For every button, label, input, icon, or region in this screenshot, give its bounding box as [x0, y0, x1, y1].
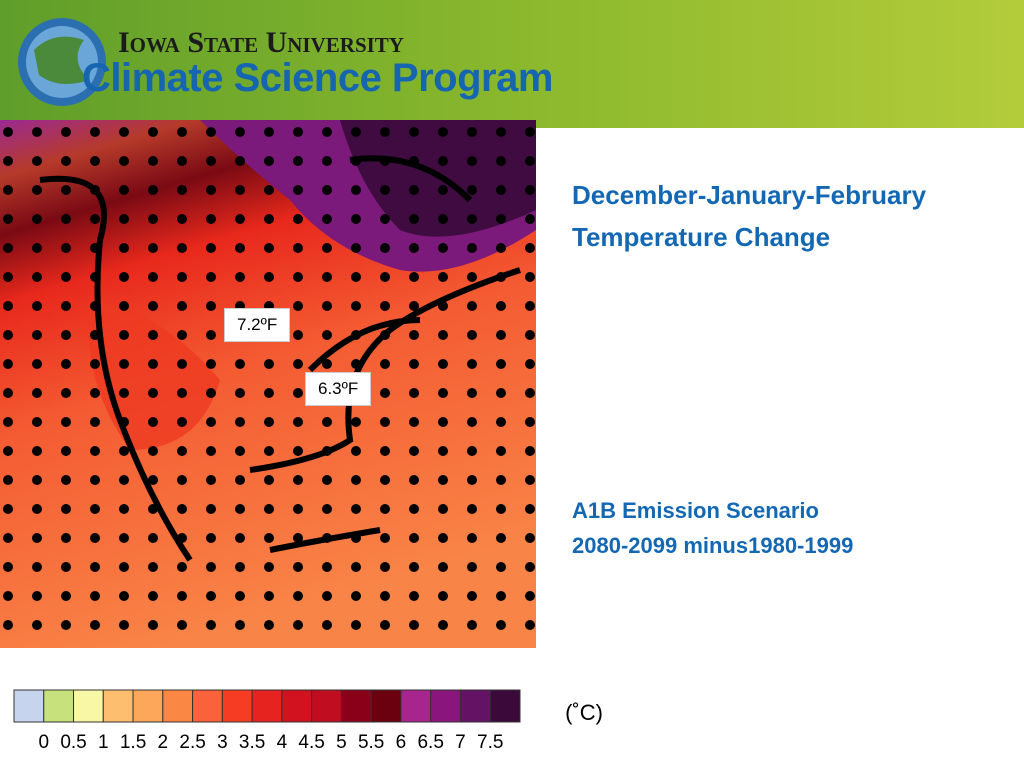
- colorbar-tick-label: 1.5: [120, 732, 146, 753]
- map-label: 7.2ºF: [224, 308, 291, 342]
- colorbar-swatch: [430, 689, 461, 723]
- colorbar-tick-label: 2.5: [179, 732, 205, 753]
- colorbar-swatch: [400, 689, 432, 723]
- colorbar-tick-label: 2: [158, 732, 169, 753]
- logo: [18, 18, 106, 106]
- colorbar-tick-label: 4: [277, 732, 288, 753]
- colorbar-tick-label: 3.5: [239, 732, 265, 753]
- scenario-line: 2080-2099 minus1980-1999: [572, 533, 854, 558]
- colorbar-swatch: [192, 689, 223, 723]
- program: Climate Science Program: [82, 56, 553, 100]
- colorbar-swatch: [221, 689, 253, 723]
- colorbar: (˚C) 0 0.5 1 1.5 2 2.5 3 3.5 4 4.5 5 5.5 6 6.5 7 7.5: [13, 689, 603, 753]
- colorbar-swatch: [132, 689, 164, 723]
- header: Iowa State University Climate Science Pr…: [0, 0, 1024, 128]
- scenario-line: A1B Emission Scenario: [572, 498, 819, 523]
- colorbar-tick-label: 4.5: [298, 732, 324, 753]
- colorbar-tick-label: 7.5: [477, 732, 503, 753]
- colorbar-swatch: [459, 689, 491, 723]
- colorbar-swatch: [43, 689, 75, 723]
- colorbar-tick-label: 0.5: [60, 732, 86, 753]
- colorbar-tick-label: 6.5: [417, 732, 443, 753]
- colorbar-tick-label: 7: [455, 732, 466, 753]
- colorbar-tick-label: 6: [396, 732, 407, 753]
- colorbar-tick-label: 1: [98, 732, 109, 753]
- colorbar-swatch: [162, 689, 194, 723]
- university: Iowa State University: [118, 26, 404, 59]
- colorbar-unit: (˚C): [565, 700, 603, 725]
- colorbar-tick-label: 5.5: [358, 732, 384, 753]
- title-line: December-January-February: [572, 180, 927, 210]
- colorbar-tick-label: 3: [217, 732, 228, 753]
- colorbar-swatch: [281, 689, 313, 723]
- colorbar-swatch: [370, 689, 402, 723]
- colorbar-swatch: [311, 689, 342, 723]
- colorbar-swatch: [251, 689, 283, 723]
- colorbar-swatch: [340, 689, 372, 723]
- colorbar-swatch: [13, 689, 45, 723]
- map-label: 6.3ºF: [305, 372, 372, 406]
- map: [0, 120, 536, 648]
- title-line: Temperature Change: [572, 222, 831, 252]
- colorbar-tick-label: 0: [38, 732, 49, 753]
- colorbar-swatch: [73, 689, 104, 723]
- colorbar-swatch: [489, 689, 521, 723]
- colorbar-tick-label: 5: [336, 732, 347, 753]
- colorbar-swatch: [102, 689, 134, 723]
